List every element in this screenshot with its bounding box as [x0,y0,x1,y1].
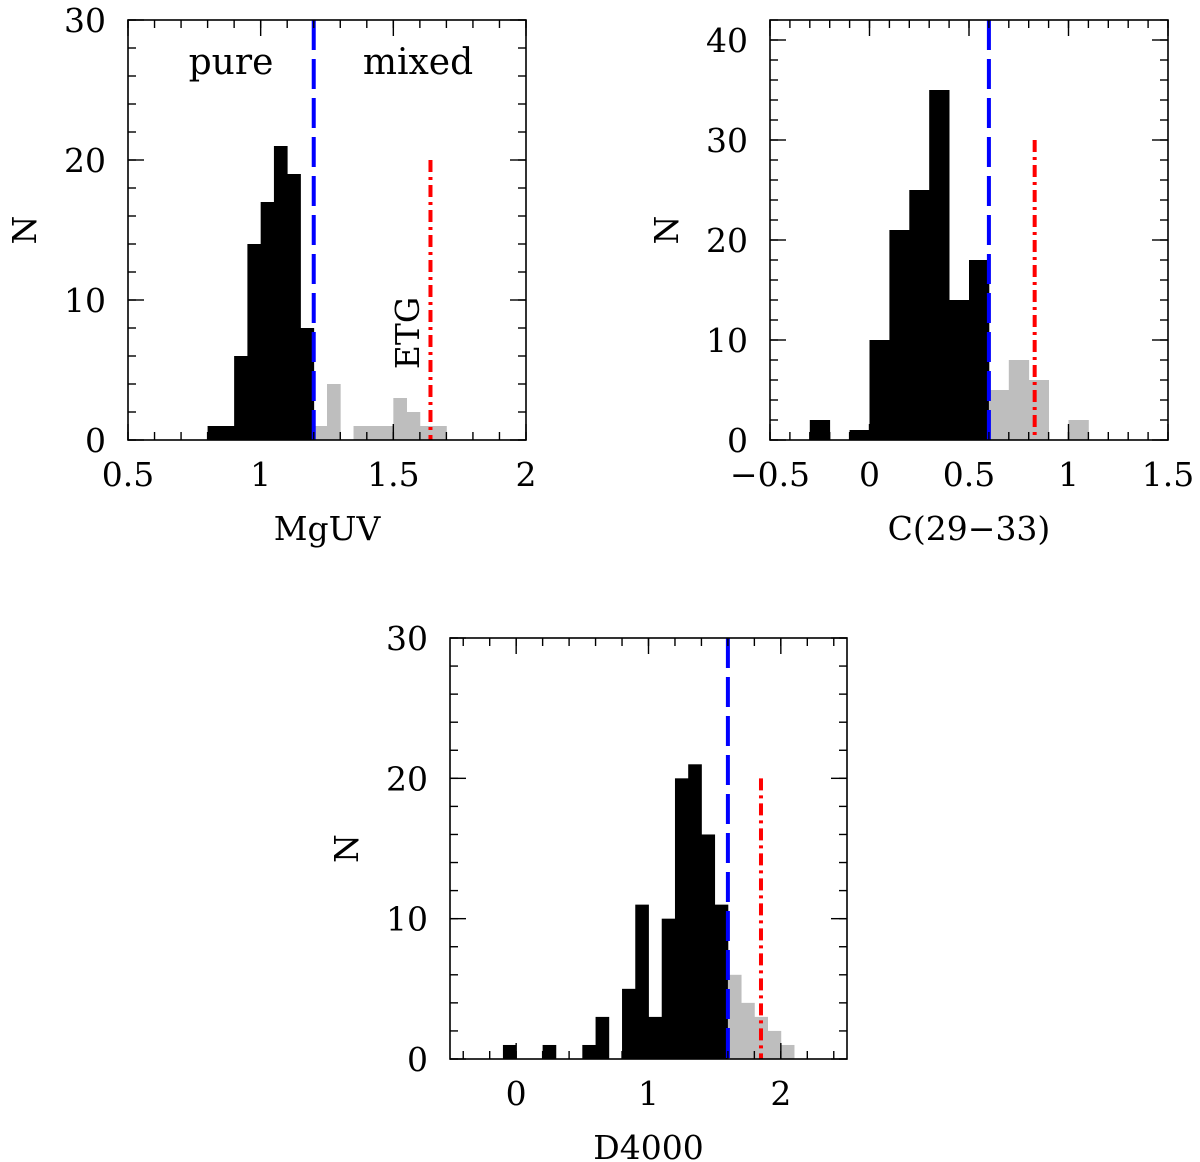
mguv-series-pure [207,146,315,440]
mguv-bar-mixed [380,426,394,440]
mguv-x-axis-label: MgUV [274,509,382,548]
d4000-y-tick-label: 20 [386,759,428,798]
c2933-bar-pure [849,430,870,440]
mguv-ticks [127,19,527,441]
d4000-x-axis-label: D4000 [593,1128,703,1162]
legend-pure-label: pure [189,42,274,83]
c2933-series-mixed [988,360,1089,440]
d4000-ticks [450,637,847,1060]
mguv-bar-pure [273,146,288,440]
c2933-bar-pure [889,230,910,440]
mguv-bar-pure [207,426,222,440]
mguv-y-tick-label: 30 [64,1,106,40]
c2933-y-tick-label: 30 [706,121,748,160]
d4000-bar-pure [502,1044,517,1059]
d4000-bar-pure [688,764,702,1059]
c2933-series-pure [809,90,990,440]
mguv-plot-frame [127,19,527,441]
c2933-bar-mixed [1028,380,1049,440]
d4000-x-tick-label: 2 [770,1074,791,1113]
c2933-bar-mixed [1068,420,1089,440]
mguv-y-tick-label: 0 [85,421,106,460]
d4000-bar-pure [714,904,729,1059]
d4000-series-mixed [727,974,795,1059]
mguv-bar-mixed [327,384,341,440]
mguv-bar-pure [234,356,248,440]
mguv-y-axis-label: N [5,216,44,245]
c2933-y-tick-label: 40 [706,21,748,60]
c2933-y-axis-label: N [647,216,686,245]
c2933-x-tick-label: −0.5 [730,455,810,494]
etg-annotation: ETG [388,297,427,369]
d4000-bar-pure [542,1044,557,1059]
d4000-bar-mixed [780,1044,795,1059]
c2933-x-tick-label: 0.5 [943,455,995,494]
c2933-x-tick-label: 0 [859,455,880,494]
d4000-bar-pure [674,778,689,1059]
d4000-bar-mixed [741,1002,755,1059]
d4000-series-pure [502,764,729,1059]
mguv-bar-mixed [406,412,421,440]
d4000-y-tick-label: 30 [386,619,428,658]
c2933-bar-pure [809,420,831,440]
d4000-bar-pure [648,1016,663,1059]
mguv-series-mixed [313,384,447,440]
d4000-bar-pure [701,834,716,1059]
legend-mixed-label: mixed [363,42,473,83]
mguv-bar-pure [260,202,275,440]
c2933-bar-mixed [1008,360,1030,440]
d4000-y-axis-label: N [327,834,366,863]
c2933-bar-pure [909,190,930,440]
mguv-x-tick-label: 0.5 [102,455,154,494]
c2933-bar-pure [869,340,890,440]
c2933-x-tick-label: 1.5 [1142,455,1194,494]
c2933-ticks [769,19,1169,441]
c2933-y-tick-label: 10 [706,321,748,360]
c2933-y-tick-label: 0 [727,421,748,460]
mguv-bar-mixed [313,426,328,440]
d4000-x-tick-label: 1 [638,1074,659,1113]
d4000-bar-pure [582,1044,596,1059]
d4000-bar-pure [595,1016,610,1059]
mguv-bar-pure [220,426,235,440]
c2933-bar-pure [969,260,990,440]
mguv-bar-pure [300,328,315,440]
d4000-x-tick-label: 0 [506,1074,527,1113]
c2933-bar-pure [929,90,950,440]
c2933-y-tick-label: 20 [706,221,748,260]
mguv-bar-mixed [353,426,368,440]
d4000-bar-pure [661,918,676,1059]
d4000-bar-pure [635,904,649,1059]
mguv-x-tick-label: 2 [516,455,537,494]
mguv-y-tick-label: 10 [64,281,106,320]
mguv-bar-mixed [393,398,407,440]
c2933-x-tick-label: 1 [1058,455,1079,494]
mguv-bar-mixed [366,426,381,440]
d4000-y-tick-label: 0 [407,1040,428,1079]
c2933-bar-mixed [988,390,1010,440]
d4000-bar-mixed [767,1030,782,1059]
d4000-y-tick-label: 10 [386,900,428,939]
mguv-bar-pure [247,244,262,440]
d4000-bar-pure [622,988,636,1059]
mguv-y-tick-label: 20 [64,141,106,180]
c2933-x-axis-label: C(29−33) [888,509,1051,548]
c2933-bar-pure [949,300,970,440]
mguv-bar-pure [287,174,301,440]
mguv-x-tick-label: 1.5 [367,455,419,494]
mguv-bar-mixed [433,426,447,440]
d4000-bar-mixed [727,974,742,1059]
mguv-x-tick-label: 1 [250,455,271,494]
